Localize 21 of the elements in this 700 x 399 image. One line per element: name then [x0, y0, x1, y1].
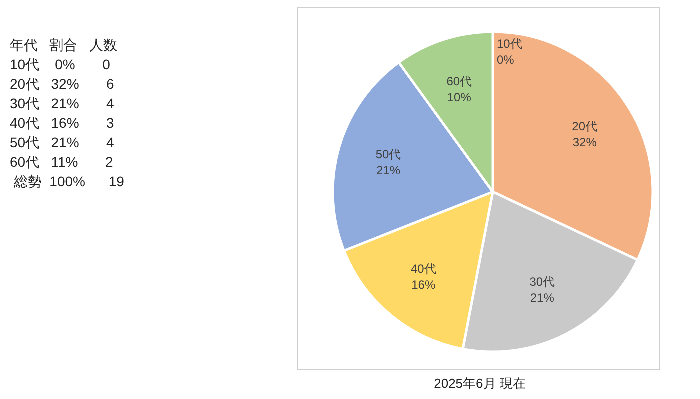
data-label: 21% [376, 164, 401, 178]
text: 30代 21% 4 [10, 96, 114, 112]
slice-label: 50代 [376, 148, 402, 162]
slice-label: 20代 [572, 120, 598, 134]
slice-label: 60代 [446, 74, 472, 89]
data-label: 32% [572, 136, 598, 150]
data-label: 16% [412, 278, 436, 292]
category-label: 10代 [497, 37, 522, 52]
slice-label: 30代 [530, 274, 556, 289]
text: 年代 割合 人数 [10, 37, 118, 53]
text: 50代 21% 4 [10, 134, 114, 150]
text: 10代 0% 0 [10, 56, 110, 72]
slice-label: 40代 [410, 262, 436, 276]
text: 2025年6月 現在 [434, 376, 526, 391]
data-label: 21% [530, 290, 555, 305]
text: 総勢 100% 19 [14, 174, 124, 190]
text: 0% [497, 53, 514, 68]
text: 60代 11% 2 [10, 154, 114, 170]
text: 20代 32% 6 [10, 76, 114, 92]
text: 40代 16% 3 [10, 115, 114, 131]
data-label: 10% [447, 90, 472, 105]
